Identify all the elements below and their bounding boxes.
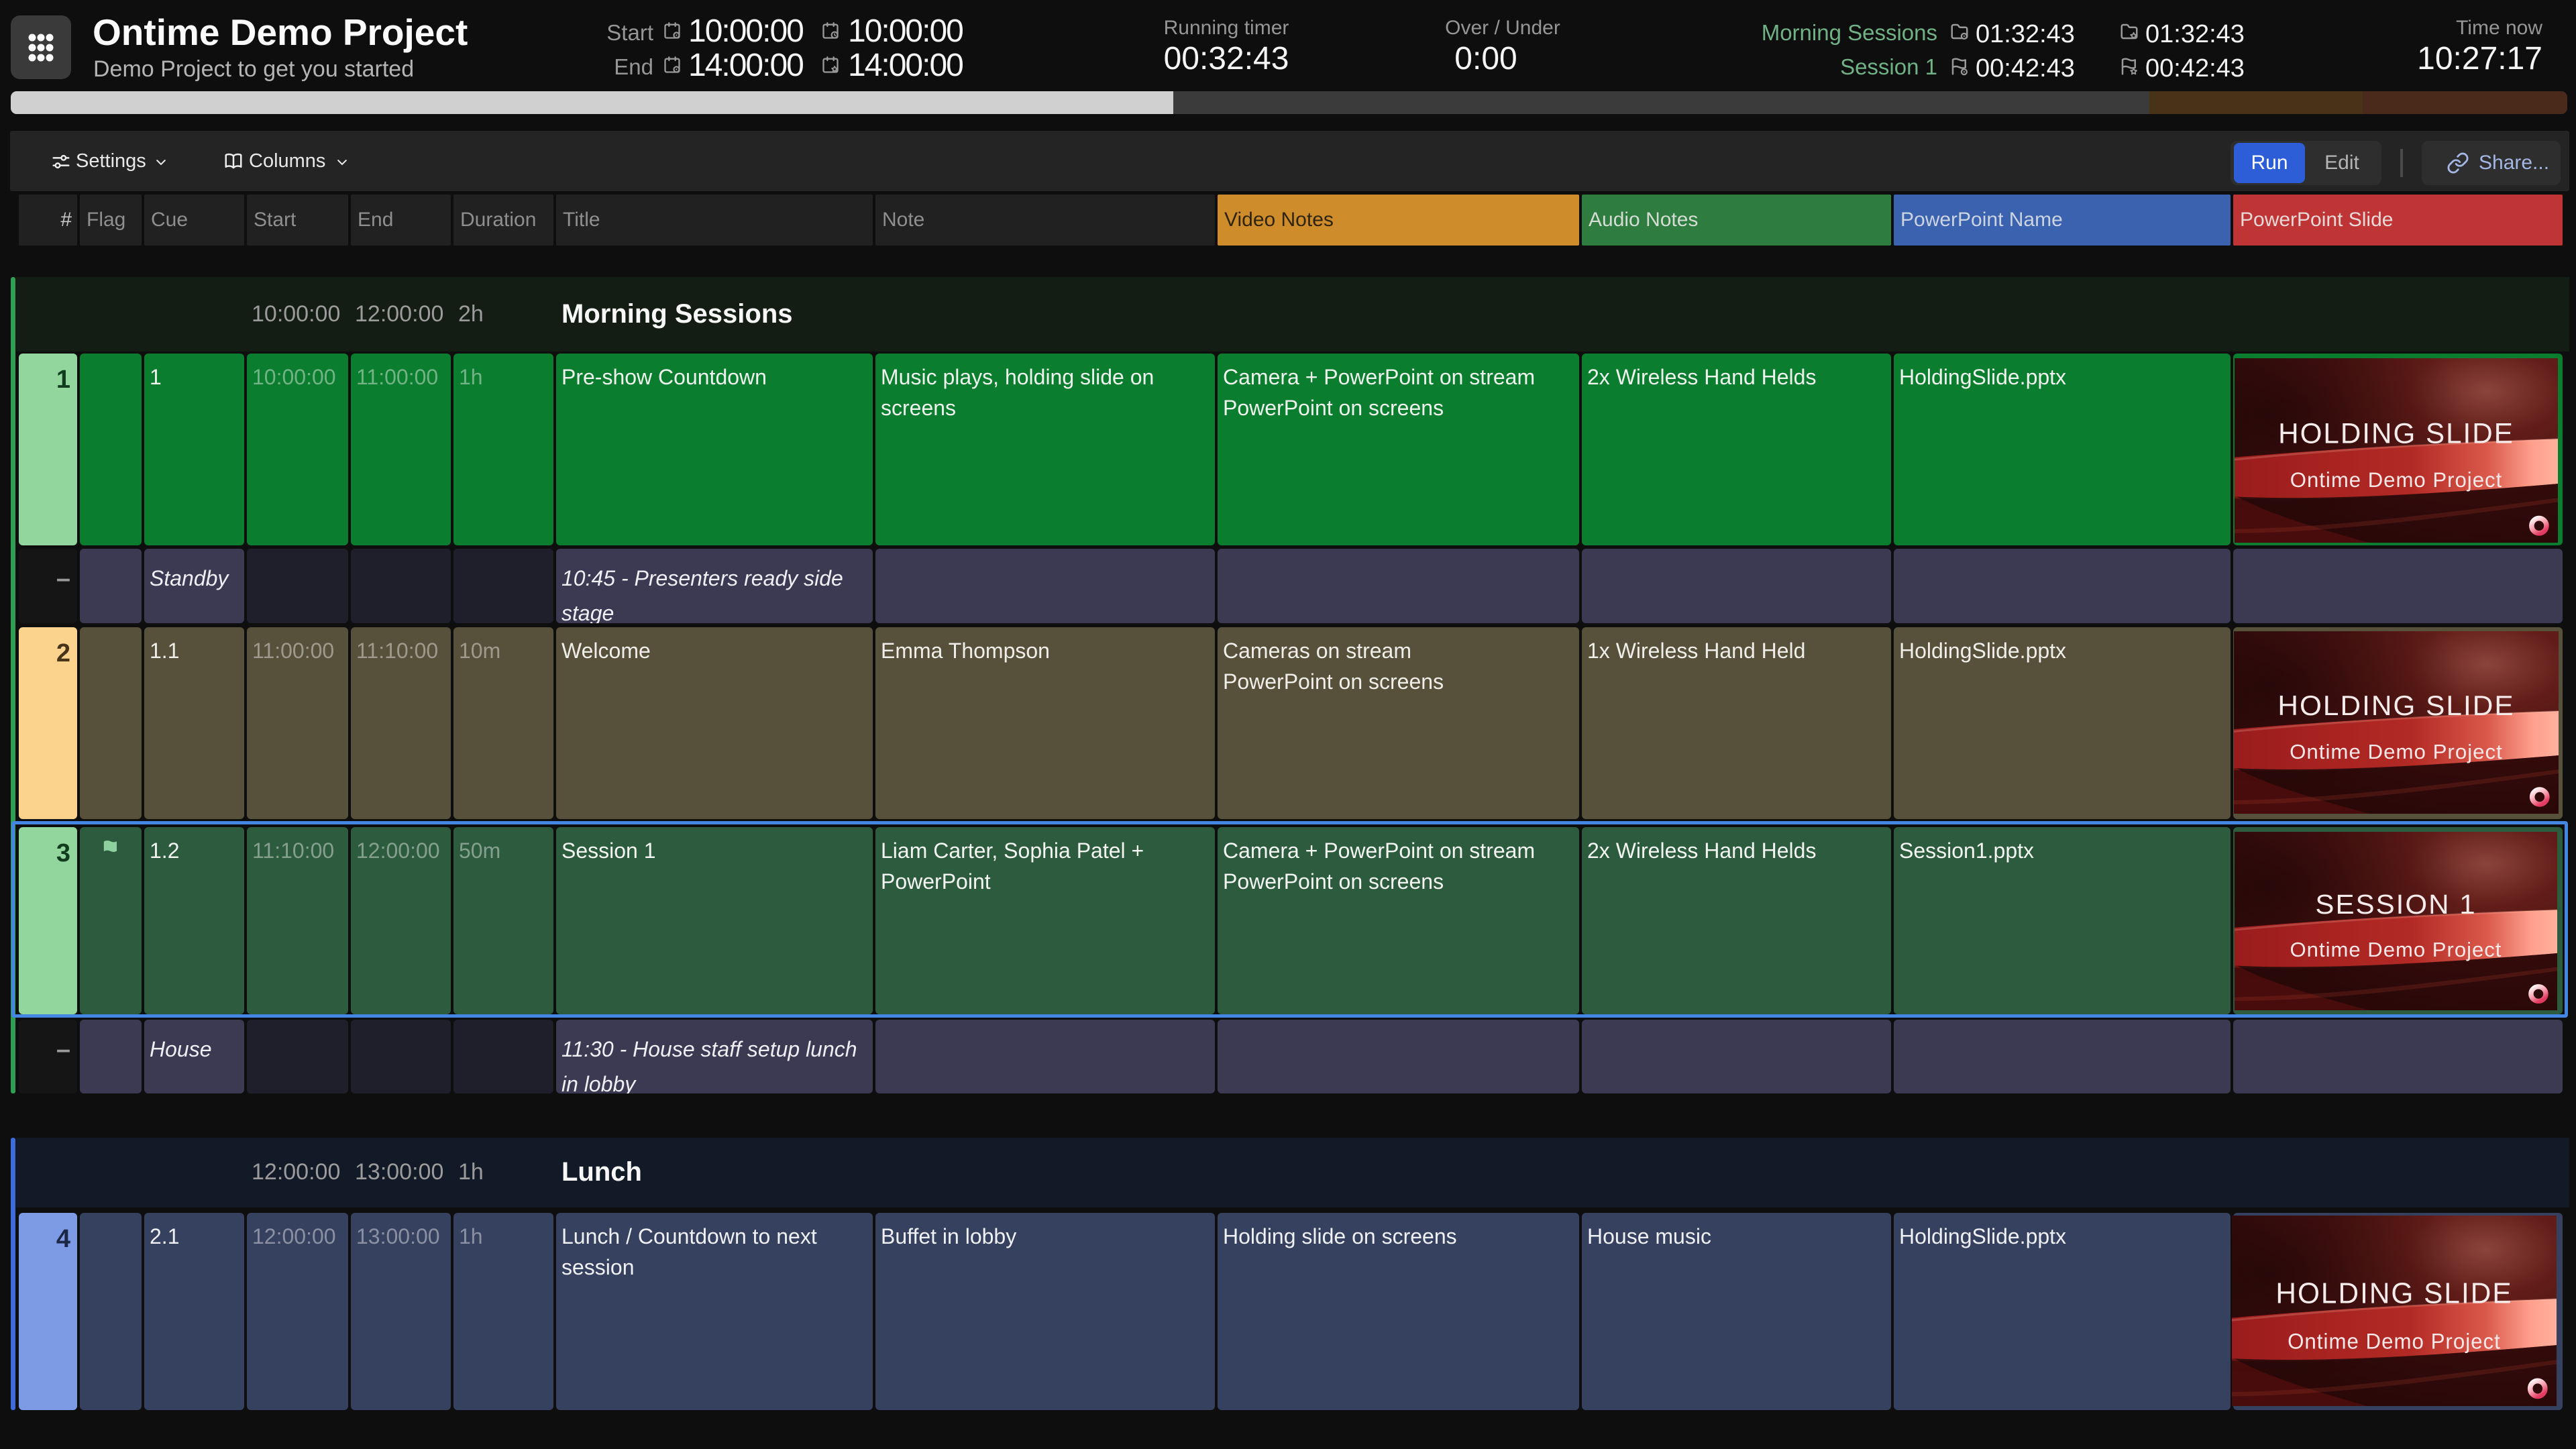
svg-text:Ontime Demo Project: Ontime Demo Project <box>2290 938 2502 961</box>
svg-text:Ontime Demo Project: Ontime Demo Project <box>2290 740 2503 763</box>
svg-text:HOLDING SLIDE: HOLDING SLIDE <box>2278 417 2514 449</box>
svg-text:HOLDING SLIDE: HOLDING SLIDE <box>2275 1277 2512 1310</box>
svg-text:HOLDING SLIDE: HOLDING SLIDE <box>2277 690 2514 721</box>
svg-text:Ontime Demo Project: Ontime Demo Project <box>2290 468 2502 492</box>
svg-text:Ontime Demo Project: Ontime Demo Project <box>2288 1329 2501 1354</box>
svg-text:SESSION 1: SESSION 1 <box>2315 889 2476 920</box>
